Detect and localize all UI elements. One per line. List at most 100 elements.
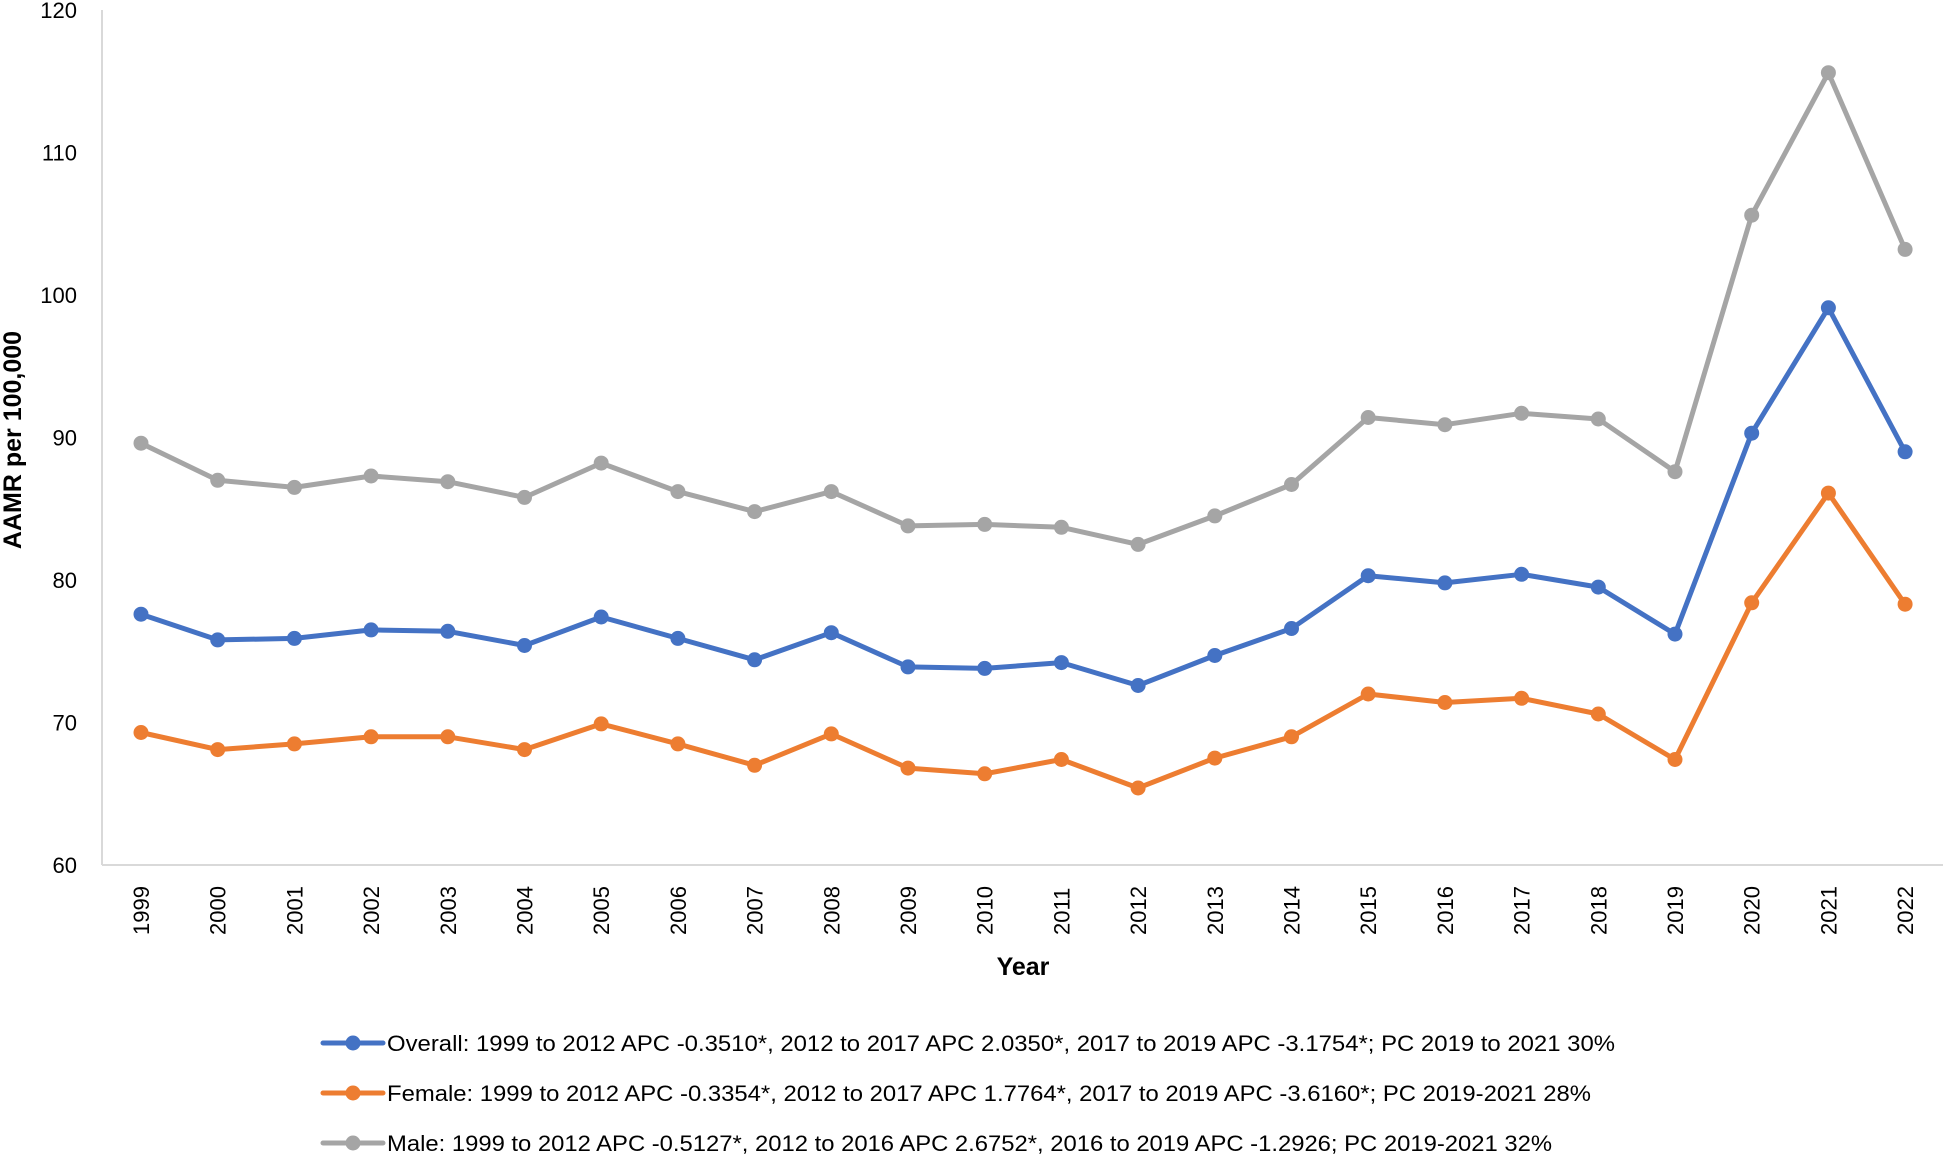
y-tick-label: 110 [42, 141, 77, 166]
data-point [1207, 648, 1223, 663]
data-point [1130, 536, 1146, 552]
data-point [1667, 752, 1683, 767]
data-point [823, 484, 839, 500]
x-tick-label: 2018 [1586, 886, 1611, 935]
series-layer [133, 65, 1913, 796]
data-point [1897, 241, 1913, 257]
data-point [1360, 686, 1376, 702]
data-point [1820, 300, 1836, 316]
y-axis-ticks: 60 70 80 90 100 110 120 [40, 0, 77, 878]
data-point [517, 742, 532, 758]
x-tick-label: 2013 [1203, 886, 1228, 935]
data-point [1590, 411, 1606, 427]
data-point [1284, 621, 1299, 636]
x-tick-label: 2017 [1510, 886, 1535, 935]
y-tick-label: 60 [53, 853, 77, 878]
data-point [593, 455, 609, 471]
data-point [210, 632, 226, 648]
data-point [747, 757, 763, 773]
legend-item-male: Male: 1999 to 2012 APC -0.5127*, 2012 to… [320, 1131, 1552, 1156]
data-point [363, 729, 379, 745]
legend: Overall: 1999 to 2012 APC -0.3510*, 2012… [320, 1031, 1615, 1156]
x-tick-label: 2007 [743, 886, 768, 935]
legend-item-female: Female: 1999 to 2012 APC -0.3354*, 2012 … [320, 1081, 1591, 1106]
data-point [1514, 405, 1530, 421]
y-tick-label: 80 [53, 568, 77, 593]
data-point [1284, 477, 1299, 492]
data-point [1590, 706, 1606, 722]
legend-label-male: Male: 1999 to 2012 APC -0.5127*, 2012 to… [387, 1131, 1552, 1156]
legend-swatch-marker [345, 1085, 361, 1101]
x-tick-label: 2014 [1280, 886, 1305, 935]
data-point [1667, 626, 1683, 642]
legend-item-overall: Overall: 1999 to 2012 APC -0.3510*, 2012… [320, 1031, 1615, 1056]
x-tick-label: 2008 [819, 886, 844, 935]
series-line [139, 70, 1908, 547]
data-point [1514, 566, 1530, 582]
data-point [670, 484, 686, 500]
data-point [1667, 464, 1683, 480]
legend-swatch-marker [345, 1035, 361, 1051]
data-point [1130, 678, 1146, 693]
data-point [1897, 444, 1913, 460]
series-female [133, 485, 1913, 796]
data-point [133, 725, 149, 740]
data-point [1437, 575, 1453, 591]
series-line [140, 305, 1908, 688]
data-point [1590, 579, 1606, 595]
data-point [1207, 750, 1223, 766]
data-point [363, 622, 379, 638]
data-point [670, 736, 686, 752]
data-point [1207, 508, 1223, 524]
data-point [593, 609, 609, 625]
x-tick-label: 2006 [666, 886, 691, 935]
data-point [670, 630, 686, 646]
data-point [133, 606, 149, 622]
x-tick-label: 2004 [513, 886, 538, 935]
data-point [363, 468, 379, 484]
data-point [440, 729, 456, 745]
data-point [440, 474, 456, 490]
y-axis-title: AAMR per 100,000 [0, 331, 27, 549]
x-tick-label: 2003 [436, 886, 461, 935]
data-point [440, 623, 456, 639]
series-line [140, 490, 1908, 791]
x-tick-label: 2021 [1816, 886, 1841, 935]
y-tick-label: 90 [53, 426, 77, 451]
x-tick-label: 2000 [206, 886, 231, 935]
data-point [1744, 207, 1760, 223]
x-tick-label: 2015 [1356, 886, 1381, 935]
x-tick-label: 2012 [1126, 886, 1151, 935]
data-point [747, 652, 763, 668]
data-point [1130, 780, 1146, 796]
x-tick-label: 2010 [973, 886, 998, 935]
data-point [1514, 690, 1530, 706]
data-point [977, 766, 993, 782]
data-point [1360, 410, 1376, 425]
x-tick-label: 2002 [359, 886, 384, 935]
data-point [1744, 425, 1760, 441]
x-tick-label: 2016 [1433, 886, 1458, 935]
data-point [286, 479, 302, 495]
data-point [1820, 65, 1836, 81]
y-tick-label: 100 [40, 283, 77, 308]
data-point [747, 504, 763, 520]
data-point [900, 518, 916, 534]
x-tick-label: 2019 [1663, 886, 1688, 935]
data-point [210, 742, 226, 758]
legend-swatch-marker [345, 1135, 361, 1151]
series-male [133, 65, 1913, 552]
data-point [1053, 752, 1069, 767]
data-point [1053, 655, 1069, 671]
x-tick-label: 2022 [1893, 886, 1918, 935]
x-tick-label: 2005 [589, 886, 614, 935]
data-point [823, 625, 839, 641]
data-point [1820, 485, 1836, 501]
x-tick-label: 2001 [282, 886, 307, 935]
data-point [823, 726, 839, 742]
data-point [517, 489, 532, 505]
data-point [286, 630, 302, 646]
x-tick-label: 2011 [1049, 888, 1074, 935]
y-tick-label: 120 [40, 0, 77, 23]
